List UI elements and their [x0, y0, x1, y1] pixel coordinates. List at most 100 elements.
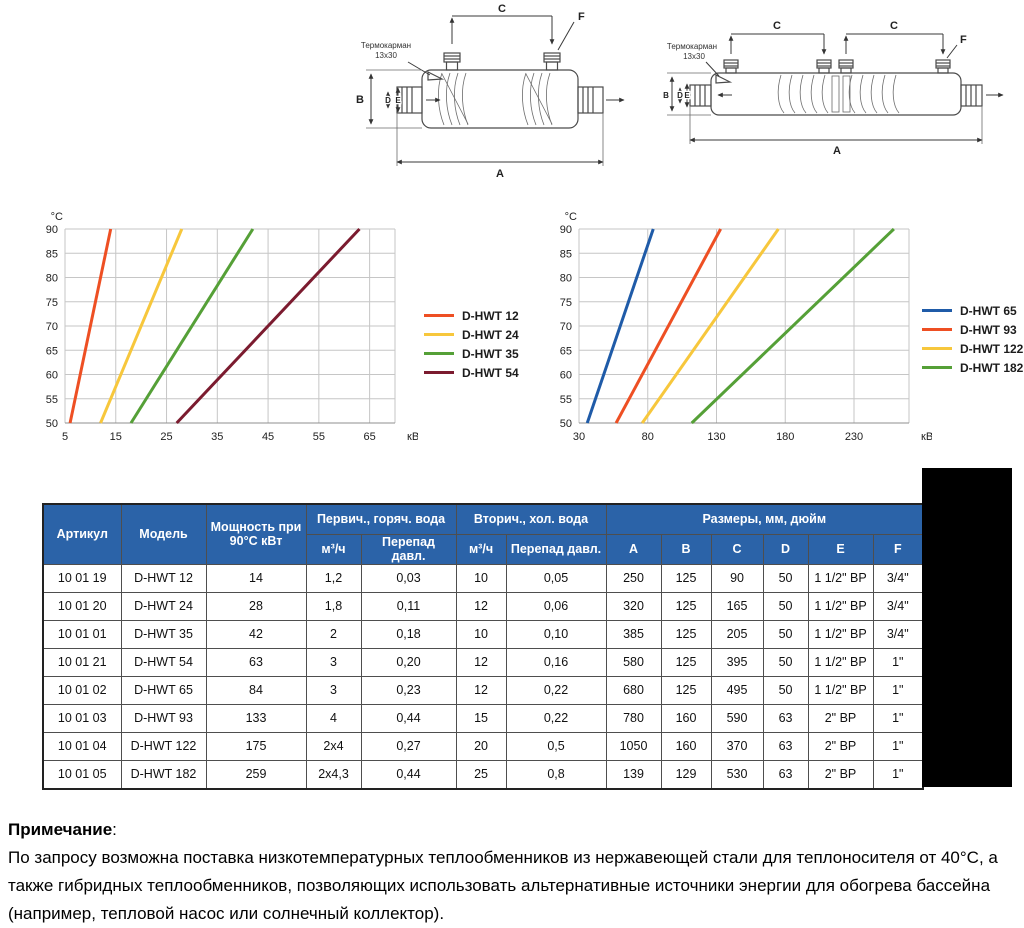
table-cell: 0,18 — [360, 619, 457, 649]
legend-swatch — [424, 333, 454, 336]
legend-swatch — [922, 366, 952, 369]
legend-item: D-HWT 65 — [922, 301, 1023, 320]
dim-a-label: A — [833, 145, 841, 157]
y-tick-label: 50 — [46, 418, 58, 430]
x-tick-label: 80 — [642, 431, 654, 443]
dim-c2-label: C — [890, 20, 898, 32]
note-text: По запросу возможна поставка низкотемпер… — [8, 848, 998, 923]
dim-a-label: A — [496, 168, 504, 180]
coil-insert — [777, 74, 900, 114]
legend-swatch — [424, 352, 454, 355]
table-cell: 370 — [710, 731, 764, 761]
legend-item: D-HWT 122 — [922, 339, 1023, 358]
table-cell: D-HWT 122 — [120, 731, 207, 761]
table-cell: 320 — [605, 591, 662, 621]
y-tick-label: 75 — [46, 297, 58, 309]
table-cell: 3/4" — [872, 563, 924, 593]
side-connectors — [689, 84, 983, 107]
table-cell: 0,16 — [505, 647, 607, 677]
col-header-primary-flow: м³/ч — [305, 534, 362, 565]
legend-swatch — [922, 309, 952, 312]
table-cell: 530 — [710, 759, 764, 790]
table-cell: 125 — [660, 619, 712, 649]
thermowell-pocket — [427, 71, 445, 81]
series-line-D-HWT 24 — [99, 228, 184, 424]
table-cell: 590 — [710, 703, 764, 733]
y-tick-label: 70 — [560, 321, 572, 333]
table-cell: D-HWT 65 — [120, 675, 207, 705]
series-line-D-HWT 54 — [175, 227, 361, 425]
table-cell: 125 — [660, 675, 712, 705]
dim-f-label: F — [578, 11, 585, 23]
col-header-article: Артикул — [42, 503, 122, 565]
legend-label: D-HWT 93 — [960, 322, 1017, 337]
table-cell: 0,22 — [505, 675, 607, 705]
table-cell: 15 — [455, 703, 507, 733]
legend-swatch — [424, 371, 454, 374]
table-cell: 395 — [710, 647, 764, 677]
table-cell: 10 01 20 — [42, 591, 122, 621]
table-cell: 1 1/2" ВР — [807, 591, 874, 621]
performance-chart-large-models: 50 55 60 65 70 75 80 85 90 30 80 130 180 230 °C кВт — [560, 211, 932, 443]
table-cell: D-HWT 54 — [120, 647, 207, 677]
table-cell: 0,06 — [505, 591, 607, 621]
dim-b-label: B — [663, 91, 669, 100]
table-cell: 680 — [605, 675, 662, 705]
table-row: 10 01 05 D-HWT 182 259 2x4,3 0,44 25 0,8 139 129… — [42, 759, 924, 790]
table-cell: 63 — [762, 759, 809, 790]
table-cell: 0,8 — [505, 759, 607, 790]
thermowell-leader — [705, 61, 720, 77]
table-cell: 580 — [605, 647, 662, 677]
dim-c1-label: C — [773, 20, 781, 32]
x-tick-label: 65 — [363, 431, 375, 443]
x-tick-label: 25 — [160, 431, 172, 443]
table-cell: 139 — [605, 759, 662, 790]
table-cell: 0,05 — [505, 563, 607, 593]
col-header-dim-b: B — [660, 534, 712, 565]
table-row: 10 01 21 D-HWT 54 63 3 0,20 12 0,16 580 125 395 50… — [42, 647, 924, 677]
table-cell: 205 — [710, 619, 764, 649]
y-tick-label: 65 — [46, 345, 58, 357]
top-nozzles — [443, 52, 561, 71]
y-tick-label: 80 — [46, 273, 58, 285]
table-cell: 1 1/2" ВР — [807, 619, 874, 649]
y-tick-label: 70 — [46, 321, 58, 333]
table-cell: 10 01 03 — [42, 703, 122, 733]
table-cell: 25 — [455, 759, 507, 790]
coil-insert — [438, 72, 553, 126]
table-cell: 0,20 — [360, 647, 457, 677]
col-header-dim-e: E — [807, 534, 874, 565]
table-cell: 84 — [205, 675, 307, 705]
series-line-D-HWT 35 — [129, 228, 255, 424]
y-tick-label: 65 — [560, 345, 572, 357]
col-header-secondary-flow: м³/ч — [455, 534, 507, 565]
table-cell: 495 — [710, 675, 764, 705]
table-cell: D-HWT 12 — [120, 563, 207, 593]
table-row: 10 01 20 D-HWT 24 28 1,8 0,11 12 0,06 320 125 165… — [42, 591, 924, 621]
y-tick-label: 80 — [560, 273, 572, 285]
table-cell: 1" — [872, 647, 924, 677]
y-tick-label: 85 — [560, 248, 572, 260]
dim-f-label: F — [960, 34, 967, 46]
y-tick-label: 60 — [46, 370, 58, 382]
top-nozzles — [723, 59, 951, 74]
y-tick-label: 50 — [560, 418, 572, 430]
legend-swatch — [922, 347, 952, 350]
legend-label: D-HWT 12 — [462, 308, 519, 323]
x-tick-label: 230 — [845, 431, 863, 443]
legend-item: D-HWT 54 — [424, 363, 519, 382]
col-header-dim-a: A — [605, 534, 662, 565]
x-tick-label: 180 — [776, 431, 794, 443]
x-tick-label: 55 — [313, 431, 325, 443]
table-cell: 10 01 19 — [42, 563, 122, 593]
table-cell: 4 — [305, 703, 362, 733]
table-cell: 50 — [762, 647, 809, 677]
table-cell: 2x4,3 — [305, 759, 362, 790]
heat-exchanger-drawing-short: C F Термокарман 13x30 B D E A — [356, 3, 625, 180]
table-cell: 2" ВР — [807, 759, 874, 790]
table-cell: 129 — [660, 759, 712, 790]
table-cell: 133 — [205, 703, 307, 733]
table-cell: 10 01 02 — [42, 675, 122, 705]
table-cell: 250 — [605, 563, 662, 593]
table-cell: 10 — [455, 619, 507, 649]
